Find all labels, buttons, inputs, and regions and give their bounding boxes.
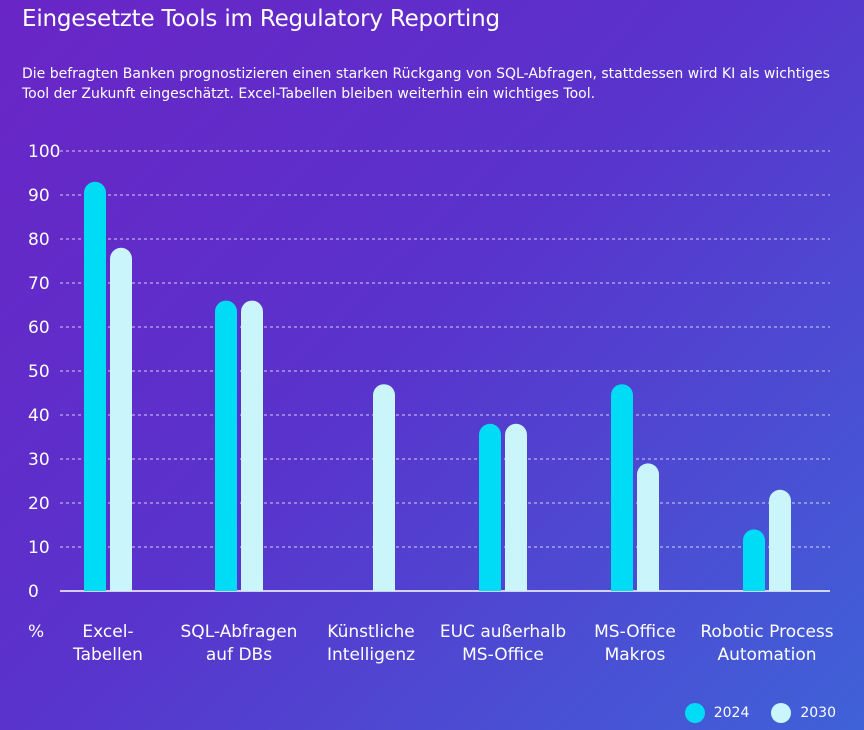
legend-label-2030: 2030 [800,705,836,721]
y-tick-label-50: 50 [28,362,50,382]
bar-2030-0 [110,247,132,592]
y-tick-label-10: 10 [28,538,50,558]
category-label-0-1: Tabellen [72,645,143,665]
category-label-3-0: EUC außerhalb [440,622,566,642]
category-label-5-0: Robotic Process [700,622,833,642]
y-tick-label-60: 60 [28,318,50,338]
category-label-1-0: SQL-Abfragen [181,622,298,642]
y-tick-label-90: 90 [28,186,50,206]
category-label-5-1: Automation [717,645,816,665]
category-label-4-1: Makros [605,645,666,665]
bar-2024-5 [743,529,765,591]
y-tick-label-30: 30 [28,450,50,470]
y-tick-label-70: 70 [28,274,50,294]
category-label-2-1: Intelligenz [327,645,415,665]
legend: 2024 2030 [663,703,836,723]
bar-2030-3 [505,423,527,591]
y-unit-label: % [28,622,44,642]
category-label-3-1: MS-Office [462,645,544,665]
bar-2030-5 [769,489,791,591]
bar-2030-2 [373,384,395,591]
legend-item-2024: 2024 [684,703,750,723]
category-label-4-0: MS-Office [594,622,676,642]
y-tick-label-80: 80 [28,230,50,250]
y-tick-label-20: 20 [28,494,50,514]
y-tick-label-100: 100 [28,142,60,162]
bar-2024-4 [611,384,633,591]
legend-swatch-2024 [684,703,705,723]
category-label-0-0: Excel- [82,622,133,642]
bar-2030-4 [637,463,659,591]
legend-label-2024: 2024 [713,705,750,721]
bar-2024-0 [84,181,106,592]
legend-item-2030: 2030 [771,703,836,723]
category-label-1-1: auf DBs [206,645,272,665]
legend-swatch-2030 [771,703,792,723]
category-label-2-0: Künstliche [327,622,414,642]
y-tick-label-40: 40 [28,406,50,426]
chart-subtitle: Die befragten Banken prognostizieren ein… [22,66,830,102]
bar-2024-3 [479,423,501,591]
bar-2030-1 [241,300,263,591]
chart-title: Eingesetzte Tools im Regulatory Reportin… [22,6,500,32]
bar-2024-1 [215,300,237,591]
y-tick-label-0: 0 [28,582,39,602]
